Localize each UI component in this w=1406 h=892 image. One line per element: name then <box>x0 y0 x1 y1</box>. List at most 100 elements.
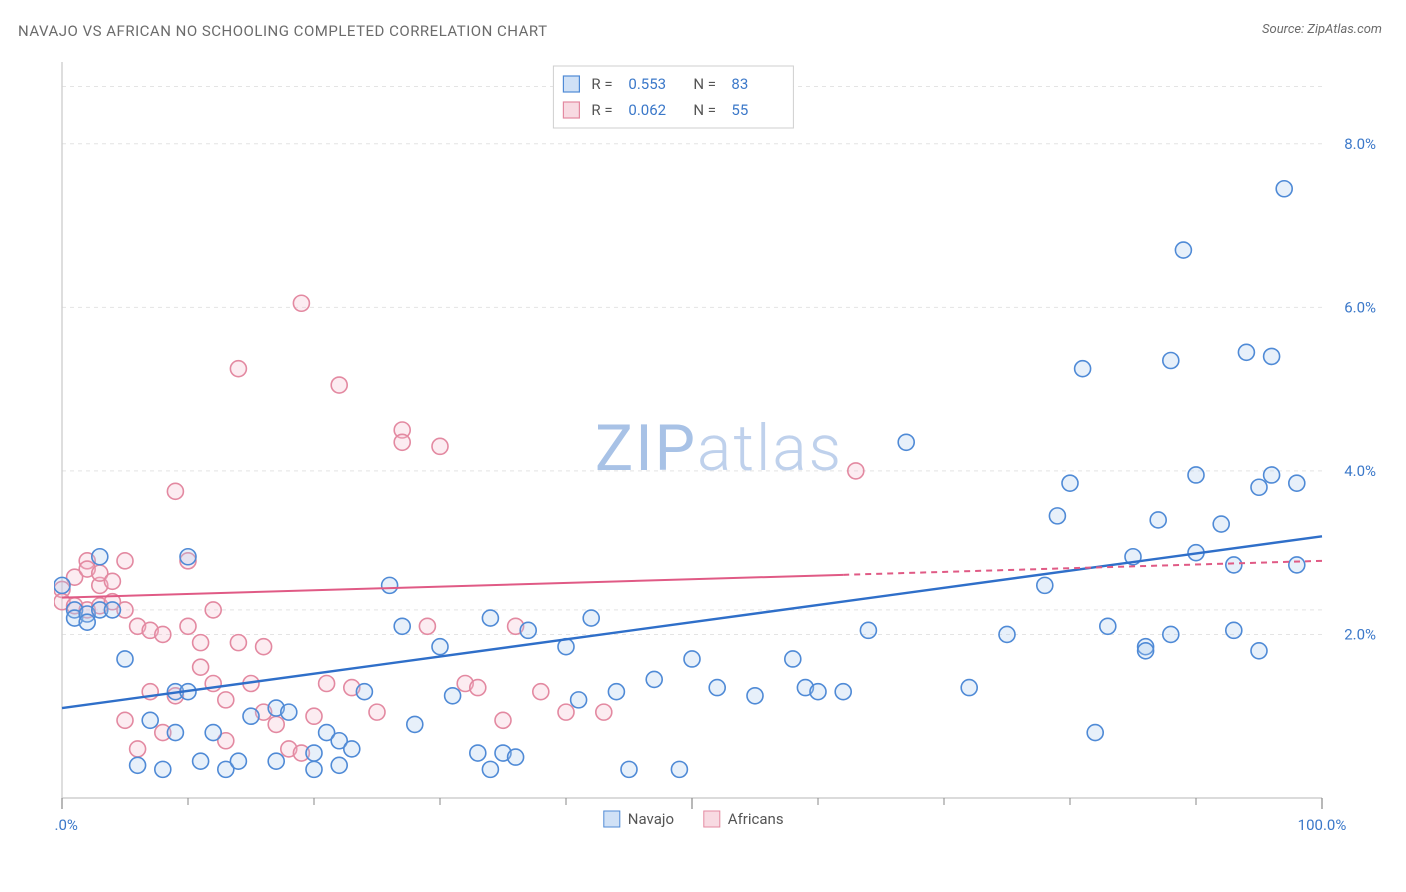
data-point <box>482 610 498 626</box>
data-point <box>1087 725 1103 741</box>
data-point <box>104 573 120 589</box>
data-point <box>230 361 246 377</box>
data-point <box>621 761 637 777</box>
data-point <box>432 438 448 454</box>
data-point <box>999 626 1015 642</box>
svg-text:100.0%: 100.0% <box>1298 816 1347 834</box>
data-point <box>432 639 448 655</box>
data-point <box>1175 242 1191 258</box>
data-point <box>961 680 977 696</box>
scatter-plot: ZIPatlas 2.0%4.0%6.0%8.0% 0.0%100.0% R =… <box>54 50 1384 840</box>
data-point <box>155 626 171 642</box>
data-point <box>684 651 700 667</box>
data-point <box>835 684 851 700</box>
svg-text:N =: N = <box>693 101 716 119</box>
svg-text:R =: R = <box>591 101 612 119</box>
data-point <box>709 680 725 696</box>
legend-label-africans: Africans <box>728 810 784 828</box>
legend-swatch-navajo <box>563 76 579 92</box>
data-point <box>1150 512 1166 528</box>
data-point <box>571 692 587 708</box>
data-point <box>747 688 763 704</box>
data-point <box>1062 475 1078 491</box>
data-point <box>1049 508 1065 524</box>
data-point <box>558 704 574 720</box>
data-point <box>117 553 133 569</box>
legend-swatch-navajo <box>604 811 620 827</box>
data-point <box>1100 618 1116 634</box>
data-point <box>608 684 624 700</box>
data-point <box>1276 181 1292 197</box>
data-point <box>79 614 95 630</box>
chart-area: ZIPatlas 2.0%4.0%6.0%8.0% 0.0%100.0% R =… <box>54 50 1384 840</box>
data-point <box>470 680 486 696</box>
data-point <box>1289 557 1305 573</box>
legend-label-navajo: Navajo <box>628 810 674 828</box>
data-point <box>117 651 133 667</box>
data-point <box>1075 361 1091 377</box>
data-point <box>281 704 297 720</box>
data-point <box>671 761 687 777</box>
data-point <box>520 622 536 638</box>
data-point <box>1037 577 1053 593</box>
svg-text:R =: R = <box>591 75 612 93</box>
data-point <box>1138 643 1154 659</box>
data-point <box>394 618 410 634</box>
data-point <box>331 377 347 393</box>
data-point <box>508 749 524 765</box>
data-point <box>1238 344 1254 360</box>
data-point <box>898 434 914 450</box>
data-point <box>1264 467 1280 483</box>
data-point <box>319 676 335 692</box>
data-point <box>369 704 385 720</box>
svg-text:4.0%: 4.0% <box>1344 462 1376 480</box>
data-point <box>495 712 511 728</box>
data-point <box>268 753 284 769</box>
data-point <box>1226 557 1242 573</box>
data-point <box>142 712 158 728</box>
data-point <box>167 483 183 499</box>
data-point <box>470 745 486 761</box>
data-point <box>646 671 662 687</box>
data-point <box>306 745 322 761</box>
data-point <box>268 716 284 732</box>
data-point <box>1264 348 1280 364</box>
data-point <box>293 295 309 311</box>
legend-swatch-africans <box>704 811 720 827</box>
data-point <box>419 618 435 634</box>
svg-text:8.0%: 8.0% <box>1344 135 1376 153</box>
data-point <box>860 622 876 638</box>
legend-swatch-africans <box>563 102 579 118</box>
data-point <box>104 602 120 618</box>
data-point <box>382 577 398 593</box>
data-point <box>344 741 360 757</box>
data-point <box>1226 622 1242 638</box>
data-point <box>1163 352 1179 368</box>
data-point <box>193 635 209 651</box>
data-point <box>785 651 801 667</box>
data-point <box>205 725 221 741</box>
data-point <box>1163 626 1179 642</box>
svg-text:N =: N = <box>693 75 716 93</box>
legend-series: Navajo Africans <box>604 810 784 828</box>
svg-text:0.0%: 0.0% <box>54 816 78 834</box>
svg-text:83: 83 <box>731 75 748 93</box>
data-point <box>230 635 246 651</box>
data-point <box>848 463 864 479</box>
data-point <box>306 708 322 724</box>
data-point <box>193 659 209 675</box>
data-point <box>117 712 133 728</box>
svg-text:0.553: 0.553 <box>628 75 666 93</box>
source-label: Source: ZipAtlas.com <box>1262 22 1382 37</box>
watermark: ZIPatlas <box>595 411 843 486</box>
data-point <box>306 761 322 777</box>
chart-title: NAVAJO VS AFRICAN NO SCHOOLING COMPLETED… <box>18 22 548 40</box>
svg-text:55: 55 <box>731 101 748 119</box>
data-point <box>482 761 498 777</box>
data-point <box>155 761 171 777</box>
svg-text:2.0%: 2.0% <box>1344 625 1376 643</box>
data-point <box>218 692 234 708</box>
data-point <box>1213 516 1229 532</box>
data-point <box>92 549 108 565</box>
data-point <box>243 708 259 724</box>
